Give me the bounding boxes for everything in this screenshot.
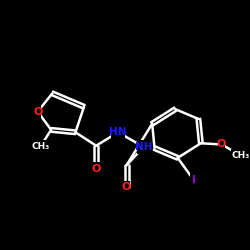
Text: NH: NH — [135, 142, 152, 152]
Text: O: O — [92, 164, 101, 174]
FancyBboxPatch shape — [34, 105, 41, 118]
FancyBboxPatch shape — [111, 126, 125, 139]
Text: HN: HN — [109, 127, 127, 137]
Text: CH₃: CH₃ — [232, 151, 250, 160]
Text: O: O — [217, 140, 226, 149]
FancyBboxPatch shape — [231, 149, 250, 162]
Text: I: I — [192, 175, 196, 185]
FancyBboxPatch shape — [30, 140, 50, 154]
FancyBboxPatch shape — [93, 162, 100, 176]
FancyBboxPatch shape — [123, 180, 130, 194]
FancyBboxPatch shape — [190, 173, 197, 186]
FancyBboxPatch shape — [218, 138, 225, 151]
Text: O: O — [33, 106, 42, 117]
FancyBboxPatch shape — [137, 140, 150, 154]
Text: CH₃: CH₃ — [31, 142, 49, 152]
Text: O: O — [122, 182, 131, 192]
